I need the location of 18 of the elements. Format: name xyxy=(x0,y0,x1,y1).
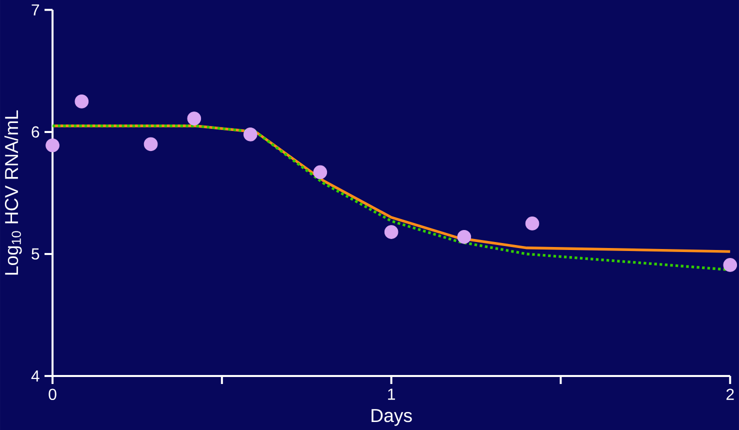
x-tick-label: 1 xyxy=(388,388,395,400)
y-axis-title: Log$_{10}$ HCV RNA/mL xyxy=(4,110,22,275)
point xyxy=(457,230,472,244)
y-tick-label: 4 xyxy=(31,370,40,382)
point xyxy=(384,224,398,239)
y-tick-label: 7 xyxy=(32,4,40,16)
point xyxy=(187,111,202,126)
point xyxy=(74,94,89,108)
point xyxy=(243,127,258,142)
point xyxy=(313,165,328,180)
x-axis-title: Days xyxy=(372,409,412,426)
point xyxy=(525,216,540,230)
x-tick-label: 2 xyxy=(726,388,734,400)
point xyxy=(46,138,60,152)
point xyxy=(144,137,158,151)
y-tick-label: 5 xyxy=(32,248,40,260)
x-tick-label: 0 xyxy=(48,388,56,400)
y-tick-label: 6 xyxy=(32,126,40,138)
